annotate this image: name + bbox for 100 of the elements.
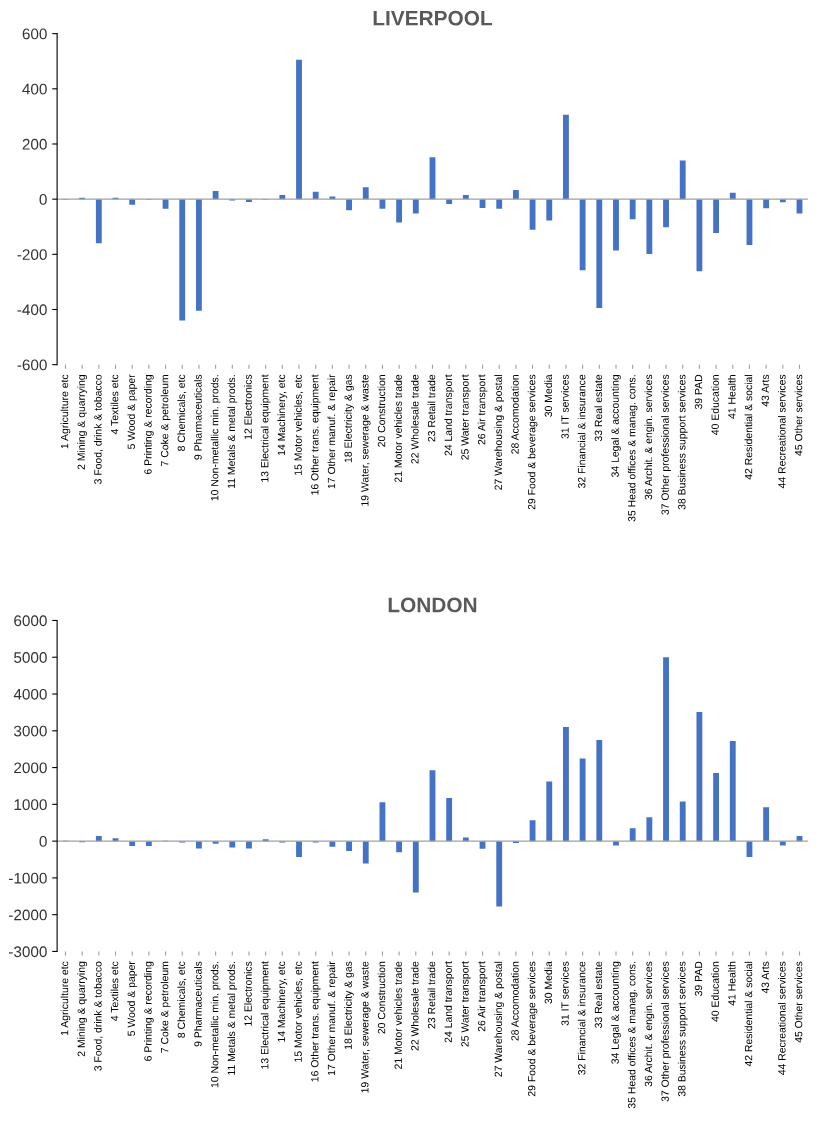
y-tick-label: 2000	[14, 762, 47, 774]
x-tick-label: 22 Wholesale trade	[410, 374, 419, 464]
y-tick-label: -600	[17, 359, 47, 371]
y-tick-label: 0	[39, 835, 47, 847]
x-tick-label: 7 Coke & petroleum	[160, 961, 171, 1053]
x-tick-label: 41 Health	[727, 375, 736, 419]
x-tick-label: 9 Pharmaceuticals	[194, 374, 202, 460]
chart-title: LONDON	[388, 597, 477, 613]
x-tick-label: 30 Media	[544, 374, 553, 417]
x-tick-label: 34 Legal & accounting	[611, 375, 621, 478]
y-tick-label: 3000	[14, 725, 47, 737]
x-tick-label: 37 Other professional services	[661, 961, 671, 1102]
x-tick-label: 2 Mining & quarrying	[77, 961, 87, 1057]
x-tick-label: 23 Retail trade	[427, 961, 436, 1029]
x-tick-label: 40 Education	[711, 961, 719, 1022]
x-tick-label: 18 Electricity & gas	[344, 961, 354, 1049]
y-tick-label: -200	[17, 249, 47, 261]
x-tick-label: 15 Motor vehicles, etc	[294, 961, 304, 1062]
x-tick-label: 38 Business support services	[677, 961, 688, 1097]
x-tick-label: 29 Food & beverage services	[527, 961, 538, 1097]
x-tick-label: 8 Chemicals, etc	[177, 374, 187, 451]
x-tick-label: 9 Pharmaceuticals	[194, 961, 202, 1047]
x-tick-label: 44 Recreational services	[777, 374, 786, 489]
x-tick-label: 40 Education	[711, 375, 719, 435]
x-tick-label: 12 Electronics	[244, 961, 252, 1026]
x-tick-label: 4 Textiles etc	[110, 961, 119, 1021]
x-tick-label: 24 Land transport	[444, 374, 455, 456]
y-tick-label: 0	[39, 194, 47, 205]
x-tick-label: 3 Food, drink & tobacco	[93, 961, 103, 1071]
x-tick-label: 28 Accomodation	[511, 961, 519, 1041]
x-tick-label: 42 Residential & social	[744, 961, 753, 1067]
x-tick-label: 11 Metals & metal prods.	[227, 962, 238, 1075]
x-tick-label: 25 Water transport	[461, 961, 471, 1047]
x-tick-label: 23 Retail trade	[427, 374, 436, 442]
x-tick-label: 27 Warehousing & postal	[494, 375, 505, 490]
x-tick-label: 33 Real estate	[594, 961, 603, 1028]
x-tick-label: 36 Archit. & engin. services	[644, 374, 655, 500]
chart-title: LIVERPOOL	[373, 10, 493, 26]
x-tick-label: 39 PAD	[694, 961, 703, 996]
x-tick-label: 5 Wood & paper	[127, 374, 138, 450]
x-tick-label: 15 Motor vehicles, etc	[294, 374, 304, 475]
x-tick-label: 37 Other professional services	[661, 374, 671, 515]
y-tick-label: 1000	[14, 799, 47, 811]
x-tick-label: 17 Other manuf. & repair	[327, 374, 338, 489]
x-tick-label: 38 Business support services	[677, 374, 688, 510]
x-tick-label: 44 Recreational services	[777, 961, 786, 1075]
x-tick-label: 19 Water, sewerage & waste	[361, 961, 371, 1093]
x-tick-label: 26 Air transport	[477, 961, 488, 1032]
x-tick-label: 4 Textiles etc	[110, 374, 119, 435]
x-tick-label: 14 Machinery, etc	[277, 374, 288, 456]
x-tick-label: 29 Food & beverage services	[527, 374, 538, 510]
x-tick-label: 14 Machinery, etc	[277, 961, 288, 1042]
x-tick-label: 32 Financial & insurance	[577, 961, 586, 1075]
x-tick-label: 21 Motor vehicles trade	[394, 961, 402, 1069]
x-tick-label: 6 Printing & recording	[144, 961, 154, 1061]
x-tick-label: 41 Health	[727, 961, 736, 1006]
y-tick-label: -400	[17, 304, 47, 316]
x-tick-label: 45 Other services	[794, 374, 803, 456]
x-tick-label: 35 Head offices & manag. cons.	[627, 375, 638, 522]
y-tick-label: -3000	[9, 946, 47, 958]
x-tick-label: 1 Agriculture etc	[60, 374, 71, 449]
x-tick-label: 36 Archit. & engin. services	[644, 961, 655, 1087]
x-tick-label: 5 Wood & paper	[127, 961, 138, 1036]
x-tick-label: 3 Food, drink & tobacco	[93, 374, 103, 484]
x-tick-label: 18 Electricity & gas	[344, 374, 354, 463]
x-tick-label: 22 Wholesale trade	[410, 961, 419, 1051]
x-tick-label: 26 Air transport	[477, 374, 488, 445]
x-tick-label: 2 Mining & quarrying	[77, 375, 87, 470]
x-tick-label: 17 Other manuf. & repair	[327, 961, 338, 1076]
x-tick-label: 12 Electronics	[244, 374, 252, 439]
x-tick-label: 24 Land transport	[444, 961, 455, 1043]
x-tick-label: 21 Motor vehicles trade	[394, 374, 402, 483]
x-tick-label: 28 Accomodation	[511, 375, 519, 454]
x-tick-label: 11 Metals & metal prods.	[227, 375, 238, 489]
x-tick-label: 39 PAD	[694, 374, 703, 410]
x-tick-label: 19 Water, sewerage & waste	[361, 374, 371, 506]
x-tick-label: 32 Financial & insurance	[577, 374, 586, 489]
x-tick-label: 20 Construction	[377, 375, 386, 447]
x-tick-label: 10 Non-metallic min. prods.	[210, 375, 221, 501]
x-tick-label: 20 Construction	[377, 961, 386, 1034]
x-tick-label: 45 Other services	[794, 961, 803, 1043]
x-tick-label: 42 Residential & social	[744, 375, 753, 480]
x-tick-label: 13 Electrical equipment	[260, 961, 271, 1069]
x-tick-label: 7 Coke & petroleum	[160, 375, 171, 466]
x-tick-label: 16 Other trans. equipment	[310, 374, 321, 495]
x-tick-label: 27 Warehousing & postal	[494, 961, 505, 1077]
y-tick-label: 600	[22, 28, 47, 40]
x-tick-label: 30 Media	[544, 961, 553, 1004]
y-tick-label: -2000	[9, 909, 47, 921]
y-tick-label: 400	[22, 83, 47, 95]
x-tick-label: 1 Agriculture etc	[60, 961, 71, 1036]
y-tick-label: 5000	[14, 652, 47, 663]
x-tick-label: 13 Electrical equipment	[260, 374, 271, 482]
y-tick-label: 6000	[14, 615, 47, 627]
x-tick-label: 31 IT services	[561, 374, 569, 439]
y-tick-label: 4000	[13, 688, 47, 700]
x-tick-label: 25 Water transport	[461, 374, 471, 460]
y-tick-label: -1000	[9, 872, 47, 884]
x-tick-label: 43 Arts	[761, 961, 769, 994]
x-tick-label: 8 Chemicals, etc	[177, 961, 187, 1038]
